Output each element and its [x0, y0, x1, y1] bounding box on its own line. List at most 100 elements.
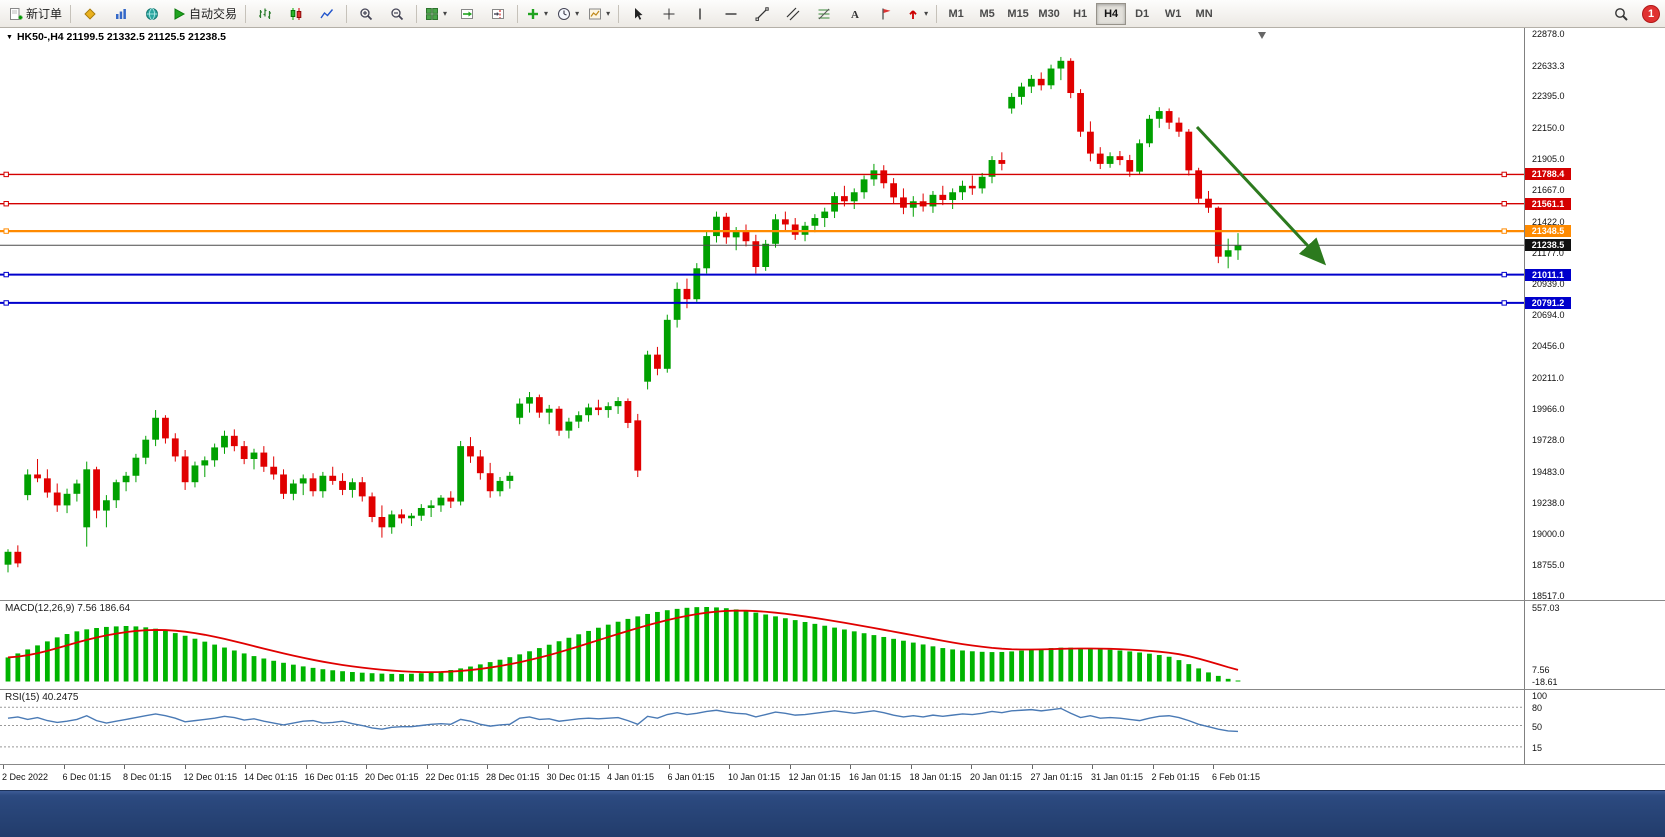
- price-axis[interactable]: 22878.0 22633.3 22395.0 22150.0 21905.0 21667…: [1524, 28, 1665, 601]
- rsi-tick: 15: [1532, 742, 1543, 753]
- tile-windows-button[interactable]: ▾: [421, 2, 451, 26]
- rsi-pane[interactable]: RSI(15) 40.2475 100 80 50 15: [0, 689, 1665, 764]
- autotrading-button-label: 自动交易: [189, 7, 238, 21]
- template-chart-icon: [589, 8, 602, 19]
- rsi-axis[interactable]: 100 80 50 15: [1524, 690, 1665, 764]
- macd-signal-line: [7, 609, 1239, 674]
- arrows-button[interactable]: ▾: [902, 2, 932, 26]
- price-tick: 22878.0: [1532, 29, 1565, 39]
- zoom-in-button[interactable]: [351, 2, 381, 26]
- zoom-out-button[interactable]: [382, 2, 412, 26]
- macd-axis[interactable]: 557.03 7.56 -18.61: [1524, 601, 1665, 689]
- toolbar-separator: [936, 4, 938, 23]
- line-icon: [320, 8, 334, 18]
- dropdown-caret-icon[interactable]: ▾: [606, 9, 611, 18]
- timeframe-m1[interactable]: M1: [941, 3, 971, 25]
- time-label: 27 Jan 01:15: [1030, 772, 1083, 782]
- time-tick-mark: [850, 765, 851, 769]
- dropdown-caret-icon[interactable]: ▾: [575, 9, 580, 18]
- toolbar-buttons: 新订单 自动交易 ▾ ▾ ▾ ▾ A ▾ M1 M5 M15 M30 H1 H4 D1 W1 MN: [5, 0, 1219, 27]
- timeframe-w1[interactable]: W1: [1158, 3, 1188, 25]
- fibonacci-button[interactable]: [809, 2, 839, 26]
- svg-text:A: A: [851, 9, 859, 21]
- zoom-in-icon: [360, 7, 373, 20]
- level-handle[interactable]: [1501, 171, 1507, 178]
- time-tick-mark: [1152, 765, 1154, 769]
- indicators-button[interactable]: ▾: [522, 2, 552, 26]
- time-tick-mark: [426, 765, 428, 769]
- chart-shift-marker[interactable]: [1258, 32, 1266, 39]
- dropdown-caret-icon[interactable]: ▾: [544, 9, 549, 18]
- level-handle[interactable]: [1501, 300, 1507, 306]
- timeframe-w1-label: W1: [1164, 7, 1182, 20]
- candlestick-chart-button[interactable]: [281, 2, 311, 26]
- new-order-button[interactable]: 新订单: [5, 2, 66, 26]
- time-axis[interactable]: 2 Dec 2022 6 Dec 01:15 8 Dec 01:15 12 Dec 0…: [0, 764, 1665, 790]
- trendline-button[interactable]: [747, 2, 777, 26]
- cursor-button[interactable]: [623, 2, 653, 26]
- timeframe-d1[interactable]: D1: [1127, 3, 1157, 25]
- time-tick-mark: [3, 765, 4, 769]
- price-badge: 20791.2: [1525, 296, 1571, 309]
- time-tick-mark: [729, 765, 730, 769]
- main-chart-pane[interactable]: ▼ HK50-,H4 21199.5 21332.5 21125.5 21238…: [0, 28, 1665, 601]
- level-handle[interactable]: [3, 201, 9, 207]
- toolbar-separator: [245, 4, 247, 23]
- dropdown-caret-icon[interactable]: ▾: [924, 9, 929, 18]
- level-handle[interactable]: [1501, 228, 1507, 234]
- timeframe-m15[interactable]: M15: [1003, 3, 1033, 25]
- equidistant-channel-button[interactable]: [778, 2, 808, 26]
- macd-tick: -18.61: [1532, 677, 1558, 687]
- dropdown-caret-icon[interactable]: ▾: [443, 9, 448, 18]
- auto-scroll-button[interactable]: [452, 2, 482, 26]
- periods-button[interactable]: ▾: [553, 2, 583, 26]
- timeframe-m5[interactable]: M5: [972, 3, 1002, 25]
- timeframe-h4[interactable]: H4: [1096, 2, 1127, 25]
- level-handle[interactable]: [3, 228, 9, 234]
- text-button[interactable]: A: [840, 2, 870, 26]
- collapse-arrow-icon[interactable]: ▼: [6, 33, 13, 41]
- candlestick-chart[interactable]: [0, 28, 1524, 600]
- bars-chart-button[interactable]: [250, 2, 280, 26]
- price-tick: 19483.0: [1532, 466, 1565, 477]
- price-tick: 20456.0: [1532, 341, 1565, 352]
- gold-diamond-icon: [84, 7, 96, 20]
- level-handle[interactable]: [3, 271, 9, 278]
- time-label: 16 Jan 01:15: [849, 772, 902, 782]
- time-label: 6 Feb 01:15: [1212, 772, 1261, 782]
- search-button[interactable]: [1606, 2, 1636, 26]
- time-label: 2 Dec 2022: [2, 772, 49, 782]
- trend-arrow[interactable]: [1195, 125, 1327, 266]
- bars-icon: [259, 8, 272, 19]
- horizontal-line-button[interactable]: [716, 2, 746, 26]
- metaeditor-button[interactable]: [75, 2, 105, 26]
- timeframe-h1[interactable]: H1: [1065, 3, 1095, 25]
- price-tick: 18755.0: [1532, 560, 1565, 571]
- time-label: 6 Jan 01:15: [667, 772, 715, 782]
- time-tick-mark: [366, 765, 367, 769]
- timeframe-m30[interactable]: M30: [1034, 3, 1064, 25]
- crosshair-button[interactable]: [654, 2, 684, 26]
- market-watch-button[interactable]: [106, 2, 136, 26]
- macd-label: MACD(12,26,9) 7.56 186.64: [5, 603, 131, 614]
- level-handle[interactable]: [3, 300, 9, 306]
- timeframe-mn[interactable]: MN: [1189, 3, 1219, 25]
- line-chart-button[interactable]: [312, 2, 342, 26]
- macd-pane[interactable]: MACD(12,26,9) 7.56 186.64 557.03 7.56 -18.…: [0, 600, 1665, 689]
- level-handle[interactable]: [1501, 201, 1507, 207]
- community-button[interactable]: [137, 2, 167, 26]
- vertical-line-button[interactable]: [685, 2, 715, 26]
- notification-badge[interactable]: 1: [1642, 4, 1660, 23]
- level-handle[interactable]: [3, 171, 9, 178]
- text-a-icon: A: [851, 9, 859, 21]
- text-label-button[interactable]: [871, 2, 901, 26]
- autotrading-button[interactable]: 自动交易: [168, 2, 241, 26]
- macd-chart[interactable]: [0, 601, 1524, 689]
- rsi-chart[interactable]: [0, 690, 1524, 764]
- time-label: 28 Dec 01:15: [486, 772, 540, 782]
- chart-shift-button[interactable]: [483, 2, 513, 26]
- windows-taskbar[interactable]: [0, 790, 1665, 837]
- price-tick: 19000.0: [1532, 528, 1565, 539]
- level-handle[interactable]: [1501, 271, 1507, 278]
- templates-button[interactable]: ▾: [584, 2, 614, 26]
